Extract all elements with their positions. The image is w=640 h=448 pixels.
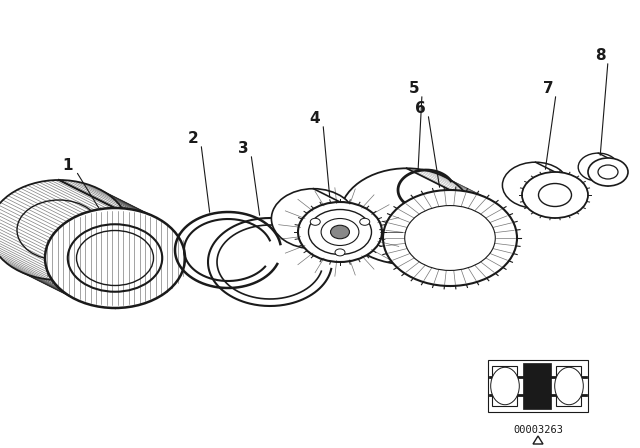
Bar: [523, 363, 551, 409]
Ellipse shape: [522, 172, 588, 218]
Text: 7: 7: [543, 81, 554, 95]
Ellipse shape: [360, 218, 370, 225]
Bar: [492, 366, 517, 406]
Ellipse shape: [588, 158, 628, 186]
Ellipse shape: [0, 180, 129, 280]
Ellipse shape: [321, 219, 359, 246]
Ellipse shape: [383, 190, 517, 286]
Ellipse shape: [330, 225, 349, 239]
Text: 00003263: 00003263: [513, 425, 563, 435]
Ellipse shape: [538, 184, 572, 207]
Text: 5: 5: [409, 81, 419, 95]
Ellipse shape: [598, 165, 618, 179]
Ellipse shape: [308, 210, 371, 254]
Ellipse shape: [555, 367, 583, 405]
Ellipse shape: [77, 231, 154, 285]
Ellipse shape: [578, 153, 618, 181]
Ellipse shape: [404, 206, 495, 271]
Ellipse shape: [340, 168, 474, 264]
Ellipse shape: [45, 208, 185, 308]
Ellipse shape: [502, 162, 568, 208]
Ellipse shape: [310, 218, 320, 225]
Text: 1: 1: [63, 158, 73, 172]
Text: 2: 2: [188, 130, 198, 146]
Text: 4: 4: [310, 111, 320, 125]
Bar: [488, 360, 588, 412]
Ellipse shape: [491, 367, 519, 405]
Ellipse shape: [17, 200, 101, 260]
Ellipse shape: [298, 202, 382, 262]
Ellipse shape: [335, 249, 345, 256]
Text: 3: 3: [237, 141, 248, 155]
Bar: [556, 366, 581, 406]
Ellipse shape: [406, 207, 493, 269]
Text: 6: 6: [415, 100, 426, 116]
Ellipse shape: [271, 189, 355, 249]
Ellipse shape: [68, 224, 163, 292]
Text: 8: 8: [595, 47, 605, 63]
